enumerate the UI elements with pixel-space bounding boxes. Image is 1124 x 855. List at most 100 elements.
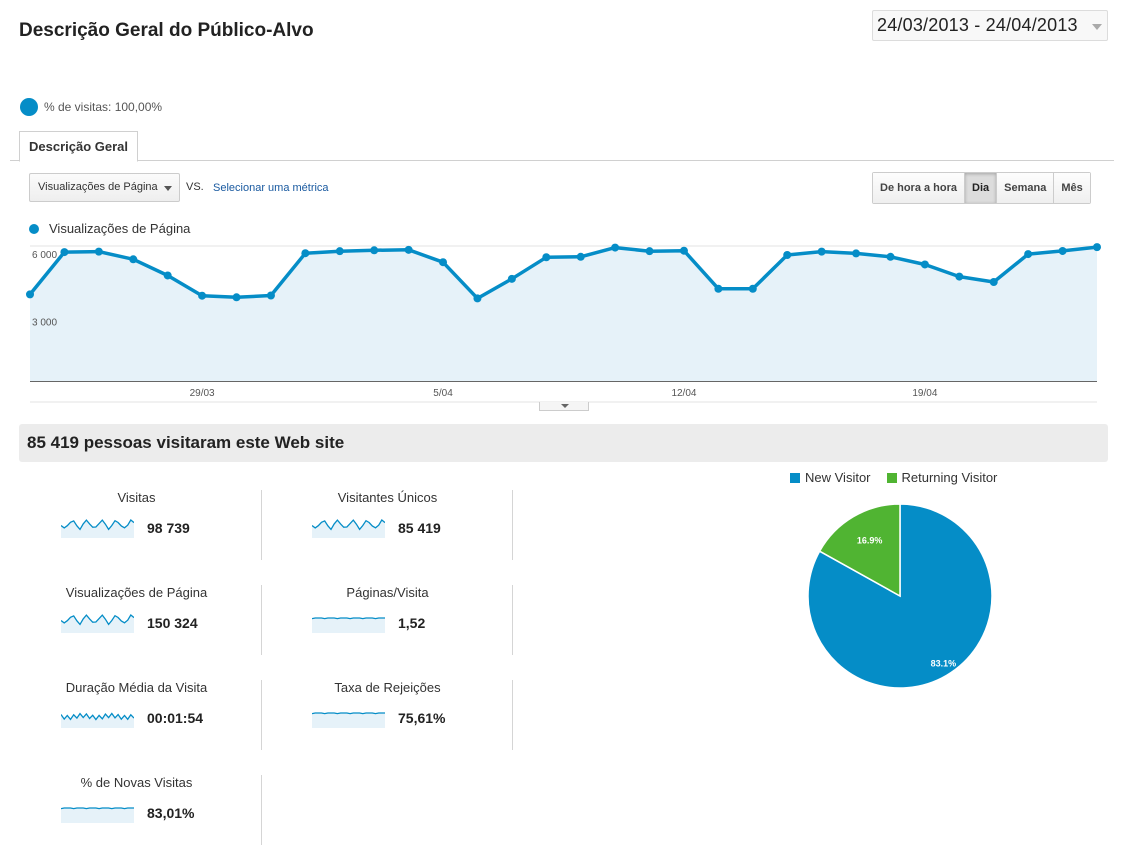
data-point[interactable] [989,278,998,286]
chart-legend: Visualizações de Página [29,221,190,236]
x-tick-label: 5/04 [433,388,453,399]
page-title: Descrição Geral do Público-Alvo [19,20,314,41]
data-point[interactable] [542,253,551,262]
stat-value: 98 739 [147,520,190,536]
data-point[interactable] [26,290,34,299]
stat-bounce-rate[interactable]: Taxa de Rejeições 75,61% [269,680,506,752]
stat-divider [261,680,262,750]
chevron-down-icon [1092,24,1102,30]
data-point[interactable] [611,243,620,252]
stat-title: Duração Média da Visita [65,680,208,695]
data-point[interactable] [301,249,310,258]
data-point[interactable] [714,284,723,293]
pie-slice-new-visitor[interactable] [807,503,993,689]
stat-title: Taxa de Rejeições [334,680,441,695]
data-point[interactable] [783,251,792,259]
stat-value: 1,52 [398,615,426,631]
stat-avg-visit-duration[interactable]: Duração Média da Visita 00:01:54 [18,680,255,752]
data-point[interactable] [507,274,516,283]
data-point[interactable] [473,294,482,303]
data-point[interactable] [748,284,757,293]
legend-swatch [886,472,897,483]
stat-title: Visualizações de Página [65,585,208,600]
chart-series-line [28,245,1098,301]
date-range-text: 24/03/2013 - 24/04/2013 [877,15,1078,35]
month-button[interactable]: Mês [1054,173,1090,203]
legend-swatch [790,472,800,483]
sparkline [61,519,134,538]
data-point[interactable] [1024,250,1033,259]
data-point[interactable] [129,255,138,264]
data-point[interactable] [198,291,207,300]
sparkline-line [312,519,385,531]
stat-value: 00:01:54 [147,710,204,726]
date-range-picker[interactable]: 24/03/2013 - 24/04/2013 [872,10,1108,41]
sparkline-fill [312,713,385,728]
data-point[interactable] [163,271,172,280]
x-tick-label: 12/04 [671,388,696,399]
hourly-button[interactable]: De hora a hora [873,173,966,203]
x-tick-label: 29/03 [190,388,215,399]
data-point[interactable] [94,247,103,256]
sparkline [61,712,134,728]
stat-divider [512,680,513,750]
stat-divider [261,490,262,560]
data-point[interactable] [576,252,585,261]
legend-item-new-visitor[interactable]: New Visitor [790,470,871,485]
data-point[interactable] [886,252,895,261]
visitor-type-pie-chart[interactable]: 83.1% 16.9% [800,496,1000,696]
segment-indicator[interactable]: % de visitas: 100,00% [20,98,162,116]
stat-unique-visitors[interactable]: Visitantes Únicos 85 419 [269,490,506,562]
data-point[interactable] [817,247,826,256]
legend-label: Visualizações de Página [49,221,191,236]
chart-collapse-handle[interactable] [539,402,589,411]
data-point[interactable] [679,246,688,255]
data-point[interactable] [852,249,861,258]
legend-item-returning-visitor[interactable]: Returning Visitor [886,470,998,485]
metric-dropdown[interactable]: Visualizações de Página [29,173,180,202]
sparkline-line [312,617,385,620]
stat-divider [261,775,262,845]
chevron-down-icon [164,186,172,191]
pageviews-line-chart[interactable]: 6 000 3 000 29/03 5/04 12/04 19/04 [0,240,1124,412]
stat-pages-per-visit[interactable]: Páginas/Visita 1,52 [269,585,506,657]
tab-bar-line [10,160,1114,161]
legend-label: New Visitor [805,470,871,485]
sparkline-line [61,519,134,531]
stat-value: 150 324 [147,615,198,631]
data-point[interactable] [1058,246,1067,255]
stat-value: 83,01% [147,805,195,821]
tab-overview[interactable]: Descrição Geral [19,131,139,162]
data-point[interactable] [232,293,241,302]
data-point[interactable] [920,260,929,269]
stat-pageviews[interactable]: Visualizações de Página 150 324 [18,585,255,657]
data-point[interactable] [1093,243,1101,252]
y-tick-label: 6 000 [32,250,57,261]
pie-slice-returning-visitor[interactable] [818,503,901,598]
data-point[interactable] [955,272,964,281]
data-point[interactable] [370,246,379,255]
stat-visits[interactable]: Visitas 98 739 [18,490,255,562]
data-point[interactable] [335,247,344,256]
stat-value: 85 419 [398,520,441,536]
day-button[interactable]: Dia [965,173,998,203]
data-point[interactable] [439,258,448,267]
data-point[interactable] [266,291,275,300]
stat-divider [512,490,513,560]
data-point[interactable] [645,247,654,256]
sparkline-fill [61,808,134,823]
week-button[interactable]: Semana [997,173,1055,203]
data-point[interactable] [404,245,413,254]
legend-label: Returning Visitor [901,470,998,485]
data-point[interactable] [60,248,69,257]
sparkline-fill [312,520,385,538]
select-metric-link[interactable]: Selecionar uma métrica [213,182,329,194]
sparkline-line [61,807,134,810]
sparkline-fill [61,713,134,728]
stat-title: % de Novas Visitas [80,775,193,790]
stat-title: Visitantes Únicos [337,490,438,505]
sparkline-line [61,712,134,721]
sparkline-fill [312,618,385,633]
stat-new-visits[interactable]: % de Novas Visitas 83,01% [18,775,255,847]
segment-label: % de visitas: 100,00% [44,100,163,114]
